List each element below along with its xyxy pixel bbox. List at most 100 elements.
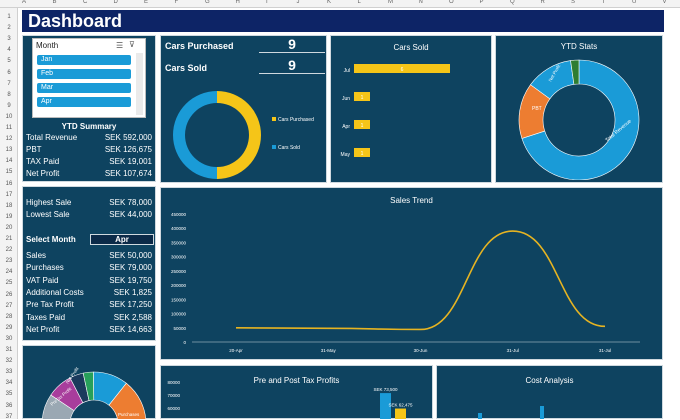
row-header-cell[interactable]: 29 [5,324,13,331]
row-header-cell[interactable]: 2 [7,25,11,32]
row-header-cell[interactable]: 6 [7,69,11,76]
row-header-cell[interactable]: 36 [5,402,13,409]
row-header-cell[interactable]: 33 [5,369,13,376]
column-header-cell[interactable]: F [174,0,179,5]
clear-filter-icon[interactable]: ⊽ [129,40,135,49]
column-header-cell[interactable]: M [388,0,393,5]
legend-swatch [272,117,276,121]
bar-data-label: SEK 73,500 [373,387,398,392]
row-header-cell[interactable]: 14 [5,158,13,165]
column-header-cell[interactable]: H [235,0,240,5]
donut-slice [217,91,261,179]
column-header-cell[interactable]: L [357,0,361,5]
row-header-cell[interactable]: 18 [5,202,13,209]
column-header-cell[interactable]: O [449,0,454,5]
row-header-cell[interactable]: 22 [5,247,13,254]
cars-sold-chart-title: Cars Sold [393,43,429,52]
row-header-cell[interactable]: 15 [5,169,13,176]
bar-data-label: 1 [361,151,364,157]
cars-sold-chart-panel [330,35,492,183]
cars-sold-bar-chart: Jul 6 Jun 1 Apr 1 May 1 [341,64,450,158]
ytd-summary-title: YTD Summary [61,122,117,131]
column-header-cell[interactable]: A [22,0,27,5]
ytd-row: PBT SEK 126,675 [26,145,152,154]
row-header-cell[interactable]: 10 [5,113,13,120]
row-header-cell[interactable]: 17 [5,191,13,198]
row-header-cell[interactable]: 8 [7,91,11,98]
bar [354,64,450,73]
column-header-cell[interactable]: J [296,0,300,5]
y-tick-label: 80000 [167,380,180,385]
column-header-cell[interactable]: C [83,0,88,5]
y-tick-label: 150000 [171,297,187,302]
row-header-cell[interactable]: 1 [7,14,11,20]
row-header-cell[interactable]: 5 [7,58,11,65]
column-header-cell[interactable]: E [144,0,149,5]
row-header-cell[interactable]: 7 [7,80,11,87]
page-title: Dashboard [28,11,123,31]
row-header-cell[interactable]: 25 [5,280,13,287]
ytd-row: Total Revenue SEK 592,000 [26,133,152,142]
row-header-cell[interactable]: 30 [5,335,13,342]
donut-slice [570,59,580,85]
row-header-cell[interactable]: 20 [5,224,13,231]
slicer-item-mar[interactable]: Mar [37,83,131,93]
slicer-item-feb[interactable]: Feb [37,69,131,79]
cars-purchased-label: Cars Purchased [165,41,234,51]
row-header-cell[interactable]: 28 [5,313,13,320]
column-header-cell[interactable]: I [266,0,268,5]
sales-trend-panel [160,187,663,360]
row-header-cell[interactable]: 23 [5,258,13,265]
row-header-cell[interactable]: 21 [5,236,13,242]
column-header-cell[interactable]: G [205,0,210,5]
y-tick-label: 70000 [167,393,180,398]
select-month-dropdown[interactable]: Apr [90,234,154,245]
legend-label: Cars Purchased [278,117,314,123]
column-header-cell[interactable]: D [113,0,118,5]
row-header-cell[interactable]: 12 [5,136,13,143]
month-row: Additional Costs SEK 1,825 [26,287,152,297]
slicer-item-jan[interactable]: Jan [37,55,131,65]
column-header-cell[interactable]: P [479,0,484,5]
column-header-cell[interactable]: V [662,0,667,5]
row-header-cell[interactable]: 26 [5,291,13,298]
donut-slice [108,382,147,419]
column-header-cell[interactable]: Q [510,0,515,5]
multi-select-icon[interactable]: ☰ [116,41,124,50]
sales-extremes-table: Highest Sale SEK 78,000 Lowest Sale SEK 44… [22,198,156,222]
row-header-cell[interactable]: 11 [5,125,13,131]
month-slicer[interactable]: Month ☰ ⊽ Jan Feb Mar Apr [32,38,146,118]
row-header-cell[interactable]: 31 [5,347,13,353]
sales-trend-title: Sales Trend [390,196,433,205]
column-header-cell[interactable]: B [52,0,57,5]
cars-donut-chart: Cars Purchased Cars Sold [173,91,314,179]
slicer-item-apr[interactable]: Apr [37,97,131,107]
bar [354,120,370,129]
column-header-cell[interactable]: R [540,0,545,5]
row-header-cell[interactable]: 19 [5,213,13,220]
row-header-cell[interactable]: 4 [7,47,11,54]
row-header-cell[interactable]: 9 [7,102,11,109]
cars-sold-label: Cars Sold [165,63,208,73]
row-header-cell[interactable]: 27 [5,302,13,309]
column-header-cell[interactable]: S [571,0,576,5]
row-header-cell[interactable]: 13 [5,147,13,154]
row-header-bar: 1 2 3 4 5 6 7 8 9 10 11 12 13 14 15 16 17 18 19 20 21 22 23 24 2… [0,8,18,420]
column-header-cell[interactable]: T [601,0,606,5]
row-header-cell[interactable]: 34 [5,380,13,387]
ytd-stats-title: YTD Stats [560,42,598,51]
row-header-cell[interactable]: 37 [5,413,13,420]
y-tick-label: 200000 [171,283,187,288]
month-row: Sales SEK 50,000 [26,251,152,260]
row-header-cell[interactable]: 16 [5,180,13,187]
column-header-bar: A B C D E F G H I J K L M N O P Q R S T U V [0,0,680,8]
row-header-cell[interactable]: 24 [5,269,13,276]
row-header-cell[interactable]: 32 [5,358,13,365]
row-header-cell[interactable]: 35 [5,391,13,398]
column-header-cell[interactable]: N [418,0,423,5]
pre-post-tax-bar-chart: 80000 70000 60000 SEK 73,500 SEK 62,475 [167,380,413,419]
column-header-cell[interactable]: U [632,0,637,5]
row-header-cell[interactable]: 3 [7,36,11,43]
slicer-scrollbar[interactable] [136,53,143,115]
column-header-cell[interactable]: K [327,0,332,5]
